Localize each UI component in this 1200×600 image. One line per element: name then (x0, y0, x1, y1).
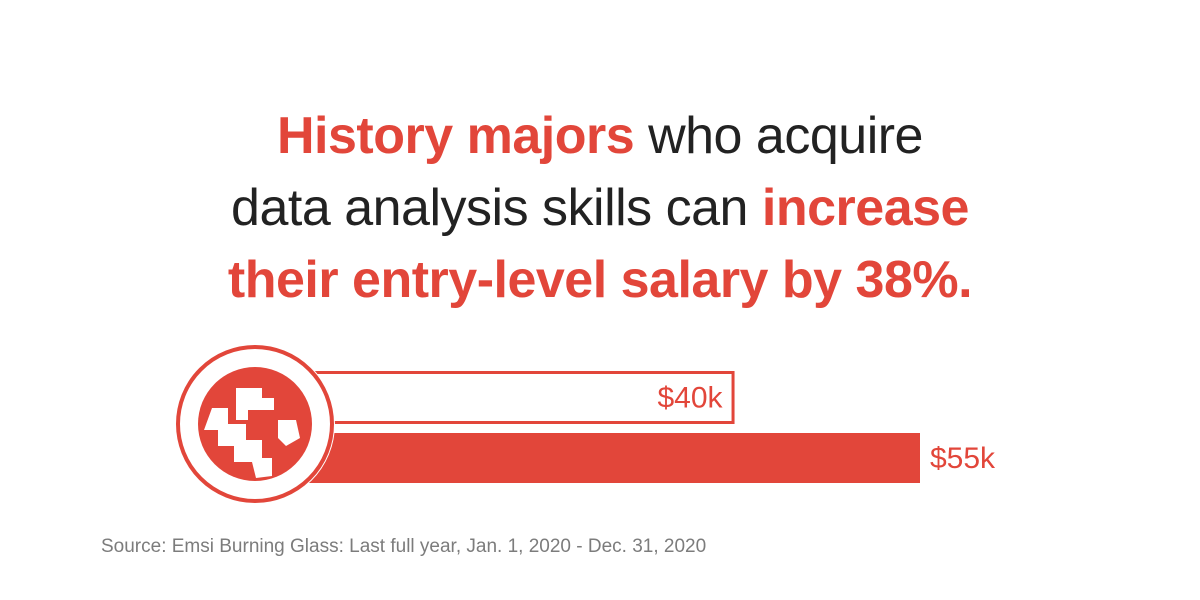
headline-accent-salary: their entry-level salary by 38%. (227, 251, 973, 309)
headline-text-who-acquire: who acquire (634, 107, 923, 165)
headline-line-3: their entry-level salary by 38%. (0, 244, 1200, 316)
bar-label-1: $40k (657, 382, 723, 415)
headline-accent-history-majors: History majors (277, 107, 635, 165)
bar-label-2: $55k (930, 442, 996, 475)
bar-2 (240, 433, 920, 483)
globe-icon (175, 344, 335, 504)
headline-line-2: data analysis skills can increase (0, 172, 1200, 244)
headline-text-data-analysis: data analysis skills can (231, 179, 762, 237)
source-note: Source: Emsi Burning Glass: Last full ye… (101, 536, 707, 557)
headline-line-1: History majors who acquire (0, 100, 1200, 172)
headline: History majors who acquire data analysis… (0, 100, 1200, 316)
headline-accent-increase: increase (761, 179, 970, 237)
